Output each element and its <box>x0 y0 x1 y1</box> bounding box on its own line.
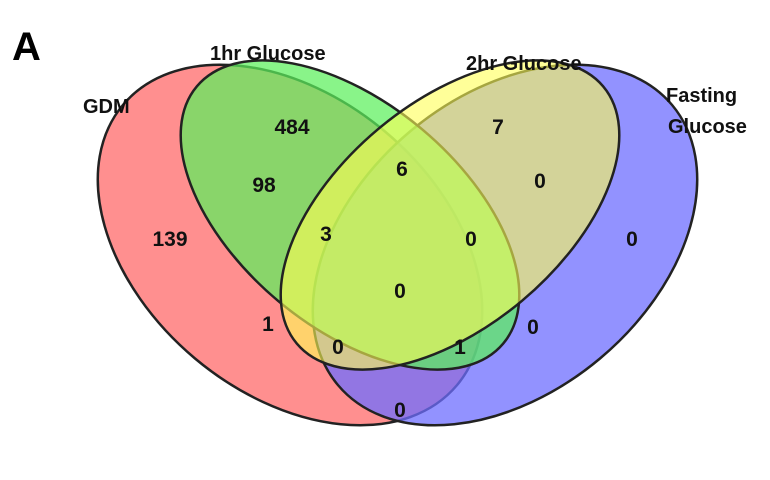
count-gdm-fasting: 0 <box>394 399 406 422</box>
count-1hr-2hr-fasting: 0 <box>465 228 477 251</box>
count-fasting-only: 0 <box>626 228 638 251</box>
count-2hr-only: 7 <box>492 116 504 139</box>
count-gdm-1hr-fasting: 1 <box>454 336 466 359</box>
set-label-glucose: Glucose <box>668 116 747 138</box>
count-gdm-2hr: 1 <box>262 313 274 336</box>
region-counts: 139 484 7 0 98 6 0 3 0 0 1 0 0 1 0 <box>152 116 637 422</box>
count-gdm-1hr: 98 <box>252 174 276 197</box>
count-1hr-fasting: 0 <box>527 316 539 339</box>
set-label-1hr-glucose: 1hr Glucose <box>210 43 326 65</box>
set-label-2hr-glucose: 2hr Glucose <box>466 53 582 75</box>
count-gdm-only: 139 <box>152 228 187 251</box>
count-gdm-2hr-fasting: 0 <box>332 336 344 359</box>
count-1hr-2hr: 6 <box>396 158 408 181</box>
count-gdm-1hr-2hr: 3 <box>320 223 332 246</box>
panel-label: A <box>12 25 41 69</box>
2hr-glucose-ellipse <box>279 59 621 371</box>
count-2hr-fasting: 0 <box>534 170 546 193</box>
set-label-fasting: Fasting <box>666 85 737 107</box>
count-1hr-only: 484 <box>274 116 309 139</box>
set-ellipses <box>96 59 699 427</box>
set-label-gdm: GDM <box>83 96 130 118</box>
count-all-four: 0 <box>394 280 406 303</box>
set-labels: GDM 1hr Glucose 2hr Glucose Fasting Gluc… <box>83 43 747 138</box>
